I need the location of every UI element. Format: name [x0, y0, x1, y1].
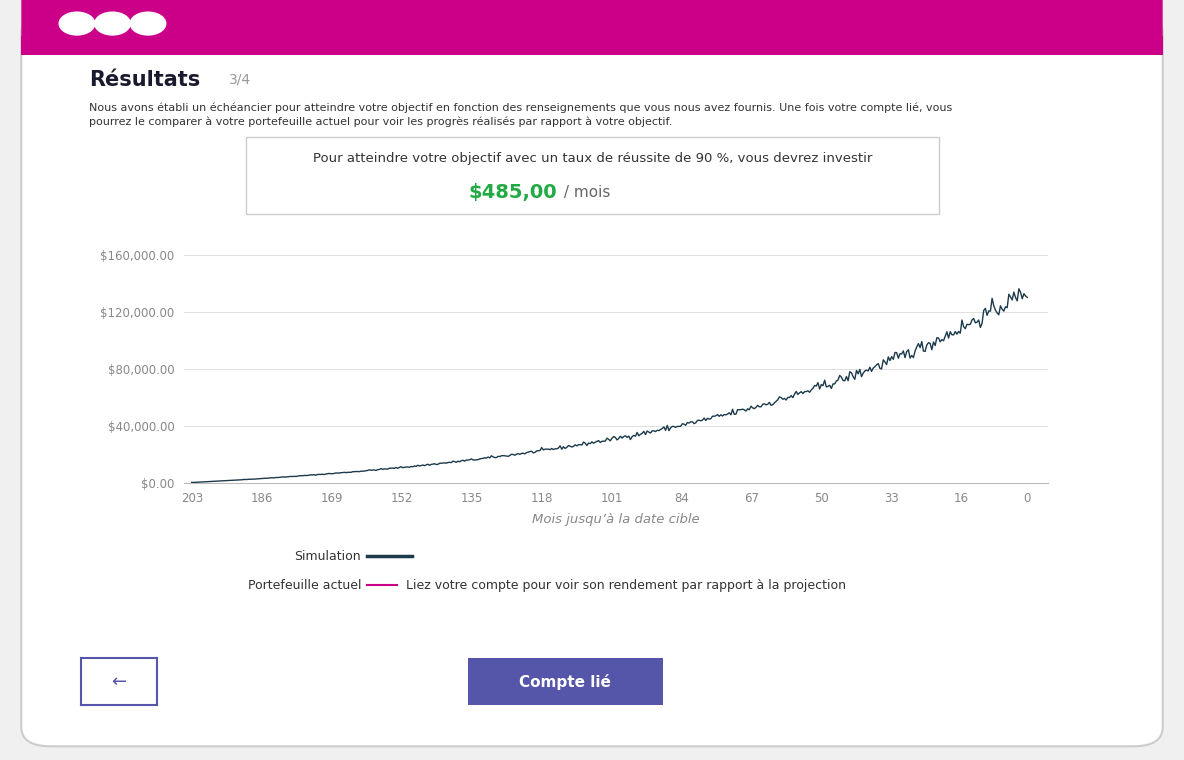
Text: Compte lié: Compte lié [520, 673, 611, 690]
Text: Portefeuille actuel: Portefeuille actuel [247, 578, 361, 592]
FancyBboxPatch shape [452, 654, 678, 709]
Text: Simulation: Simulation [295, 549, 361, 563]
Text: Résultats: Résultats [89, 70, 200, 90]
Text: / mois: / mois [559, 185, 611, 200]
Text: Nous avons établi un échéancier pour atteindre votre objectif en fonction des re: Nous avons établi un échéancier pour att… [89, 103, 952, 113]
Text: ←: ← [111, 673, 127, 691]
Text: Pour atteindre votre objectif avec un taux de réussite de 90 %, vous devrez inve: Pour atteindre votre objectif avec un ta… [313, 152, 873, 165]
Text: 3/4: 3/4 [229, 73, 251, 87]
Text: $485,00: $485,00 [469, 183, 556, 202]
X-axis label: Mois jusqu’à la date cible: Mois jusqu’à la date cible [532, 513, 700, 526]
Text: Liez votre compte pour voir son rendement par rapport à la projection: Liez votre compte pour voir son rendemen… [406, 578, 847, 592]
Text: pourrez le comparer à votre portefeuille actuel pour voir les progrès réalisés p: pourrez le comparer à votre portefeuille… [89, 116, 673, 127]
